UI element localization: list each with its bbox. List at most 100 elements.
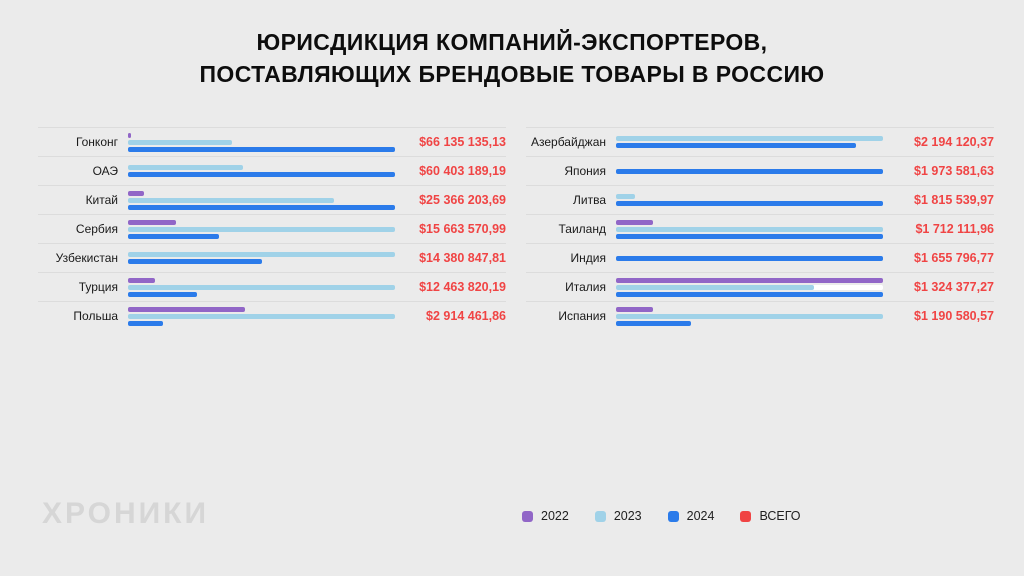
bar-2023 bbox=[616, 136, 883, 141]
country-label: Польша bbox=[73, 309, 118, 323]
chart-column-right: Азербайджан $2 194 120,37 Япония $1 973 581… bbox=[526, 127, 994, 330]
legend-item-label: 2023 bbox=[613, 509, 642, 523]
legend-swatch-icon bbox=[740, 510, 752, 522]
bar-group bbox=[128, 132, 395, 152]
bar-2024 bbox=[616, 168, 883, 174]
bar-2023 bbox=[616, 226, 883, 232]
chart-row: Таиланд $1 712 111,96 bbox=[526, 214, 994, 243]
country-label: Индия bbox=[570, 251, 606, 265]
bar-2024 bbox=[128, 172, 395, 177]
total-value: $1 815 539,97 bbox=[914, 193, 994, 207]
total-value: $25 366 203,69 bbox=[419, 193, 506, 207]
bar-2022 bbox=[616, 306, 654, 312]
country-label: Италия bbox=[565, 280, 606, 294]
country-label: Гонконг bbox=[75, 135, 118, 149]
chart-row: Япония $1 973 581,63 bbox=[526, 156, 994, 185]
bar-2024 bbox=[616, 291, 883, 297]
chart-row: Узбекистан $14 380 847,81 bbox=[38, 243, 506, 272]
bar-2024 bbox=[616, 320, 691, 326]
country-label: Япония bbox=[564, 164, 606, 178]
bar-group bbox=[128, 277, 395, 297]
total-value: $66 135 135,13 bbox=[419, 135, 506, 149]
bar-group bbox=[128, 252, 395, 264]
country-label: Турция bbox=[78, 280, 118, 294]
legend-item-label: 2024 bbox=[686, 509, 715, 523]
bar-2023 bbox=[128, 139, 233, 145]
total-value: $15 663 570,99 bbox=[419, 222, 506, 236]
legend: 2022 2023 2024 ВСЕГО bbox=[522, 509, 801, 523]
country-label: Испания bbox=[558, 309, 606, 323]
legend-item-2022: 2022 bbox=[522, 509, 569, 523]
chart-row: Италия $1 324 377,27 bbox=[526, 272, 994, 301]
legend-swatch-icon bbox=[667, 510, 679, 522]
country-label: Узбекистан bbox=[55, 251, 118, 265]
bar-group bbox=[616, 219, 883, 239]
bar-group bbox=[128, 306, 395, 326]
country-label: ОАЭ bbox=[92, 164, 118, 178]
chart-title-line1: ЮРИСДИКЦИЯ КОМПАНИЙ-ЭКСПОРТЕРОВ, bbox=[256, 29, 768, 55]
bar-2023 bbox=[128, 284, 395, 290]
bar-group bbox=[616, 136, 883, 148]
legend-item-label: 2022 bbox=[541, 509, 569, 523]
bar-group bbox=[616, 306, 883, 326]
total-value: $12 463 820,19 bbox=[419, 280, 506, 294]
bar-group bbox=[616, 168, 883, 174]
legend-item-2023: 2023 bbox=[594, 509, 642, 523]
legend-swatch-icon bbox=[594, 510, 606, 522]
bar-2022 bbox=[128, 306, 246, 312]
bar-2024 bbox=[616, 201, 883, 206]
chart-row: Польша $2 914 461,86 bbox=[38, 301, 506, 330]
country-label: Китай bbox=[85, 193, 118, 207]
chart-row: ОАЭ $60 403 189,19 bbox=[38, 156, 506, 185]
total-value: $2 194 120,37 bbox=[914, 135, 994, 149]
legend-item-label: ВСЕГО bbox=[759, 509, 801, 523]
bar-2022 bbox=[616, 219, 654, 225]
bar-2022 bbox=[128, 132, 131, 138]
bar-2024 bbox=[128, 204, 395, 210]
bar-2023 bbox=[128, 165, 243, 170]
total-value: $14 380 847,81 bbox=[419, 251, 506, 265]
chart-row: Турция $12 463 820,19 bbox=[38, 272, 506, 301]
bar-2022 bbox=[128, 219, 177, 225]
chart-title-line2: ПОСТАВЛЯЮЩИХ БРЕНДОВЫЕ ТОВАРЫ В РОССИЮ bbox=[199, 61, 825, 87]
total-value: $1 655 796,77 bbox=[914, 251, 994, 265]
chart-row: Сербия $15 663 570,99 bbox=[38, 214, 506, 243]
bar-group bbox=[128, 219, 395, 239]
bar-chart: Гонконг $66 135 135,13 ОАЭ $60 403 189,19 Ки… bbox=[38, 127, 994, 330]
country-label: Сербия bbox=[75, 222, 118, 236]
chart-row: Индия $1 655 796,77 bbox=[526, 243, 994, 272]
country-label: Азербайджан bbox=[530, 135, 606, 149]
bar-2022 bbox=[128, 277, 155, 283]
bar-2023 bbox=[128, 226, 395, 232]
chart-row: Азербайджан $2 194 120,37 bbox=[526, 127, 994, 156]
bar-2023-track bbox=[616, 284, 883, 290]
bar-2024 bbox=[128, 233, 219, 239]
bar-2023 bbox=[128, 252, 395, 257]
bar-group bbox=[616, 277, 883, 297]
bar-group bbox=[128, 190, 395, 210]
total-value: $1 712 111,96 bbox=[915, 222, 994, 236]
bar-2023 bbox=[128, 313, 395, 319]
bar-group bbox=[616, 255, 883, 261]
chronicles-logo: ХРОНИКИ bbox=[42, 497, 210, 530]
chart-title: ЮРИСДИКЦИЯ КОМПАНИЙ-ЭКСПОРТЕРОВ, ПОСТАВЛ… bbox=[0, 26, 1024, 90]
total-value: $1 190 580,57 bbox=[914, 309, 994, 323]
chart-row: Испания $1 190 580,57 bbox=[526, 301, 994, 330]
bar-2024 bbox=[128, 291, 198, 297]
total-value: $1 324 377,27 bbox=[914, 280, 994, 294]
bar-2024 bbox=[616, 233, 883, 239]
legend-swatch-icon bbox=[522, 510, 533, 522]
chart-row: Гонконг $66 135 135,13 bbox=[38, 127, 506, 156]
bar-2023 bbox=[616, 313, 883, 319]
bar-2024 bbox=[616, 143, 857, 148]
chart-row: Китай $25 366 203,69 bbox=[38, 185, 506, 214]
bar-group bbox=[616, 194, 883, 206]
bar-2024 bbox=[128, 146, 395, 152]
chart-row: Литва $1 815 539,97 bbox=[526, 185, 994, 214]
bar-2022 bbox=[128, 190, 145, 196]
bar-2023 bbox=[616, 284, 814, 290]
country-label: Таиланд bbox=[558, 222, 606, 236]
country-label: Литва bbox=[573, 193, 606, 207]
legend-item-2024: 2024 bbox=[667, 509, 715, 523]
bar-group bbox=[128, 165, 395, 177]
